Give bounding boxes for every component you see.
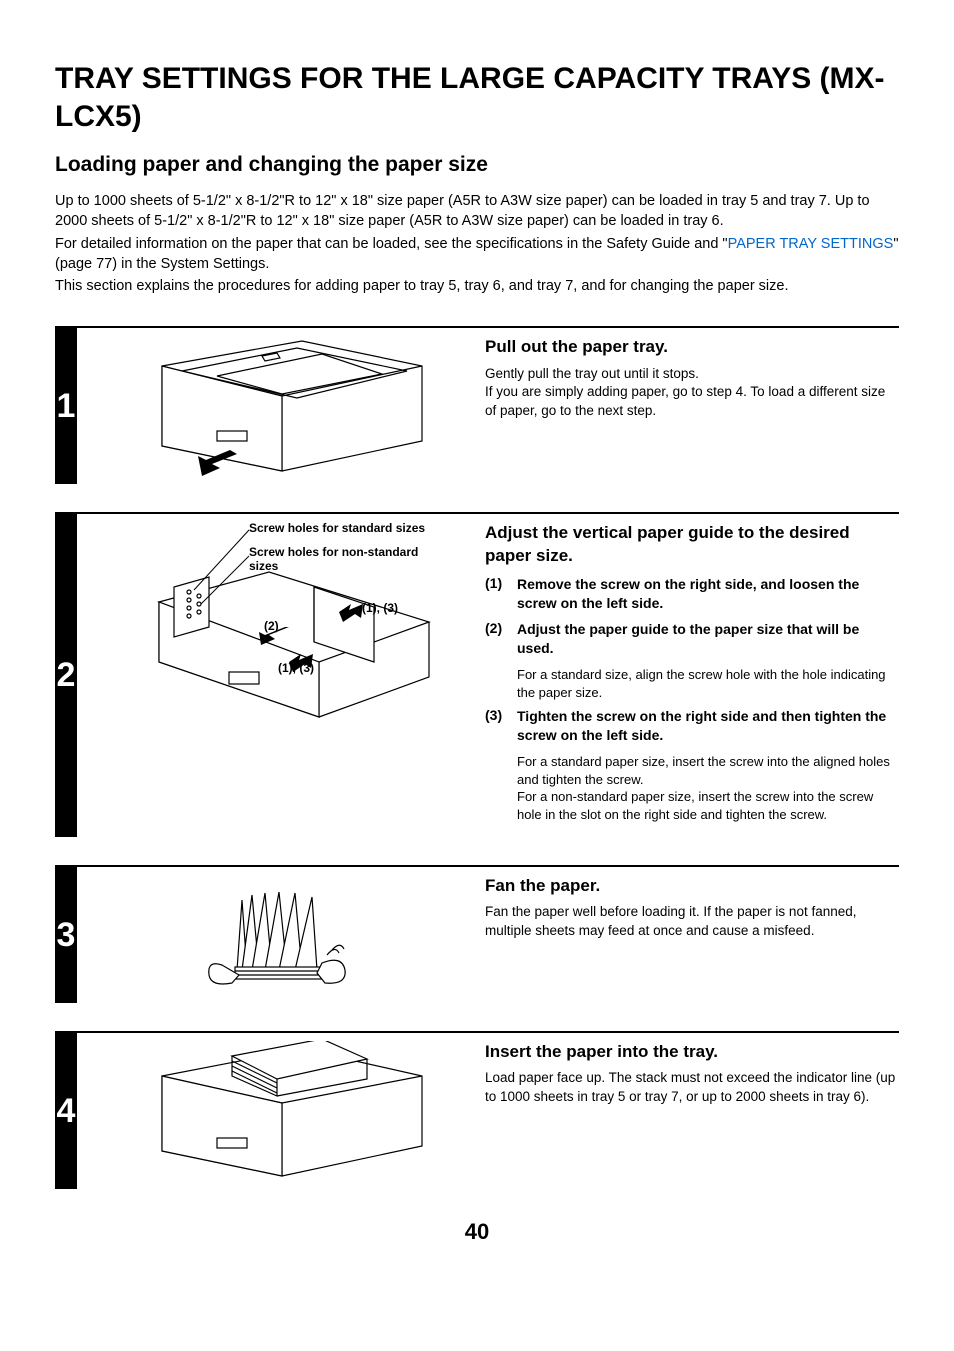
- step-2-sub1: (1) Remove the screw on the right side, …: [485, 575, 899, 613]
- step-1-body: Gently pull the tray out until it stops.…: [485, 365, 899, 422]
- step-4-illustration: [77, 1033, 477, 1189]
- paper-tray-settings-link[interactable]: PAPER TRAY SETTINGS: [728, 236, 894, 252]
- step-3-body: Fan the paper well before loading it. If…: [485, 903, 899, 941]
- step-2-sub3: (3) Tighten the screw on the right side …: [485, 707, 899, 745]
- step-1-title: Pull out the paper tray.: [485, 336, 899, 358]
- step-3-illustration: [77, 867, 477, 1003]
- step-4-number: 4: [55, 1033, 77, 1189]
- step-3-title: Fan the paper.: [485, 875, 899, 897]
- step-2-sub3-note: For a standard paper size, insert the sc…: [517, 753, 899, 823]
- step-2-number: 2: [55, 514, 77, 837]
- step-4: 4: [55, 1031, 899, 1189]
- step-2: 2: [55, 512, 899, 837]
- step-4-body: Load paper face up. The stack must not e…: [485, 1069, 899, 1107]
- page-number: 40: [55, 1219, 899, 1245]
- step-3-number: 3: [55, 867, 77, 1003]
- step-1-number: 1: [55, 328, 77, 484]
- step-4-title: Insert the paper into the tray.: [485, 1041, 899, 1063]
- callout-arrow-13-lower: (1), (3): [278, 662, 314, 676]
- callout-standard-sizes: Screw holes for standard sizes: [249, 522, 425, 536]
- step-2-title: Adjust the vertical paper guide to the d…: [485, 522, 899, 566]
- step-2-sub2-note: For a standard size, align the screw hol…: [517, 666, 899, 701]
- step-2-sub2: (2) Adjust the paper guide to the paper …: [485, 620, 899, 658]
- intro-text: Up to 1000 sheets of 5-1/2" x 8-1/2"R to…: [55, 191, 899, 296]
- page-title: TRAY SETTINGS FOR THE LARGE CAPACITY TRA…: [55, 60, 899, 135]
- intro-p1: Up to 1000 sheets of 5-1/2" x 8-1/2"R to…: [55, 191, 899, 232]
- intro-p3: This section explains the procedures for…: [55, 276, 899, 296]
- intro-p2: For detailed information on the paper th…: [55, 234, 899, 275]
- page-subtitle: Loading paper and changing the paper siz…: [55, 153, 899, 177]
- step-2-illustration: Screw holes for standard sizes Screw hol…: [77, 514, 477, 837]
- callout-nonstandard-sizes: Screw holes for non-standard sizes: [249, 546, 449, 574]
- callout-arrow-2: (2): [264, 620, 279, 634]
- step-3: 3: [55, 865, 899, 1003]
- step-1: 1: [55, 326, 899, 484]
- callout-arrow-13-upper: (1), (3): [362, 602, 398, 616]
- step-1-illustration: [77, 328, 477, 484]
